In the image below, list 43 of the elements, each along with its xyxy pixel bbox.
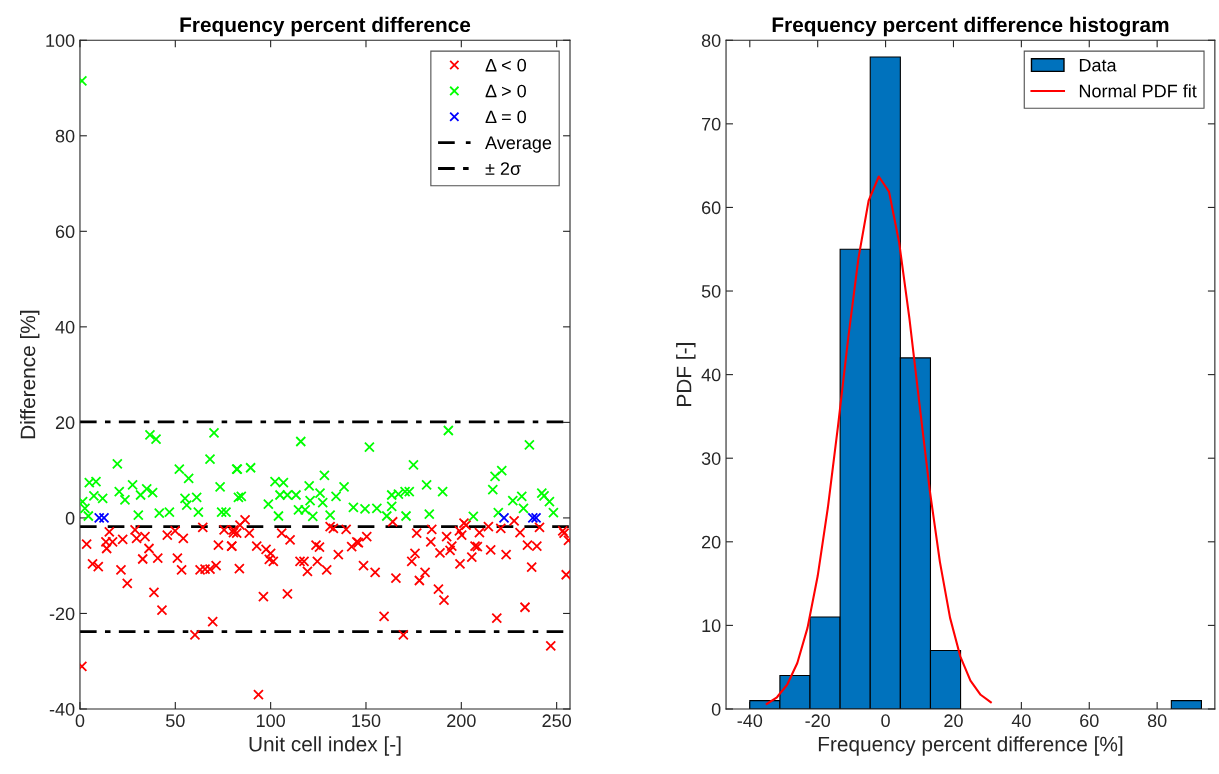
y-axis-title: PDF [-] [676,343,696,406]
chart-title: Frequency percent difference histogram [772,16,1169,37]
y-tick-label: 40 [55,320,75,334]
legend-label: ± 2σ [485,162,521,175]
x-axis-title: Frequency percent difference [%] [818,736,1123,756]
legend-label: Normal PDF fit [1079,84,1197,98]
y-tick-label: 100 [46,34,75,47]
x-tick-label: 100 [256,714,285,728]
y-tick-label: -20 [49,607,75,621]
y-tick-label: 30 [701,452,721,465]
y-tick-label: 0 [711,702,721,716]
x-tick-label: 40 [1011,714,1031,728]
y-tick-label: 0 [65,511,75,525]
y-tick-label: -40 [49,702,75,716]
x-tick-label: 0 [881,714,890,728]
chart-title: Frequency percent difference [180,16,471,37]
y-tick-label: 70 [702,117,721,131]
x-tick-label: 0 [75,714,85,728]
y-tick-label: 60 [702,201,721,215]
x-tick-label: 50 [165,714,185,728]
legend-label: Δ = 0 [485,110,526,124]
y-tick-label: 40 [701,368,721,382]
y-tick-label: 20 [55,416,75,430]
legend-label: Average [485,136,552,153]
x-tick-label: 80 [1147,714,1167,728]
y-tick-label: 20 [702,535,721,549]
x-tick-label: 250 [542,714,572,728]
x-tick-label: 150 [352,714,381,728]
x-axis-title: Unit cell index [-] [249,736,401,756]
legend-label: Δ < 0 [485,58,526,72]
legend-label: Data [1079,58,1117,72]
x-tick-label: 200 [447,714,476,728]
y-tick-label: 50 [701,284,721,298]
x-tick-label: -20 [805,714,831,728]
y-tick-label: 10 [702,619,721,633]
y-tick-label: 80 [55,129,75,143]
y-tick-label: 80 [701,34,721,47]
x-tick-label: -40 [737,714,763,728]
y-axis-title: Difference [%] [20,310,40,439]
x-tick-label: 60 [1080,714,1099,728]
legend-label: Δ > 0 [485,84,526,98]
x-tick-label: 20 [944,714,963,728]
y-tick-label: 60 [55,225,75,239]
